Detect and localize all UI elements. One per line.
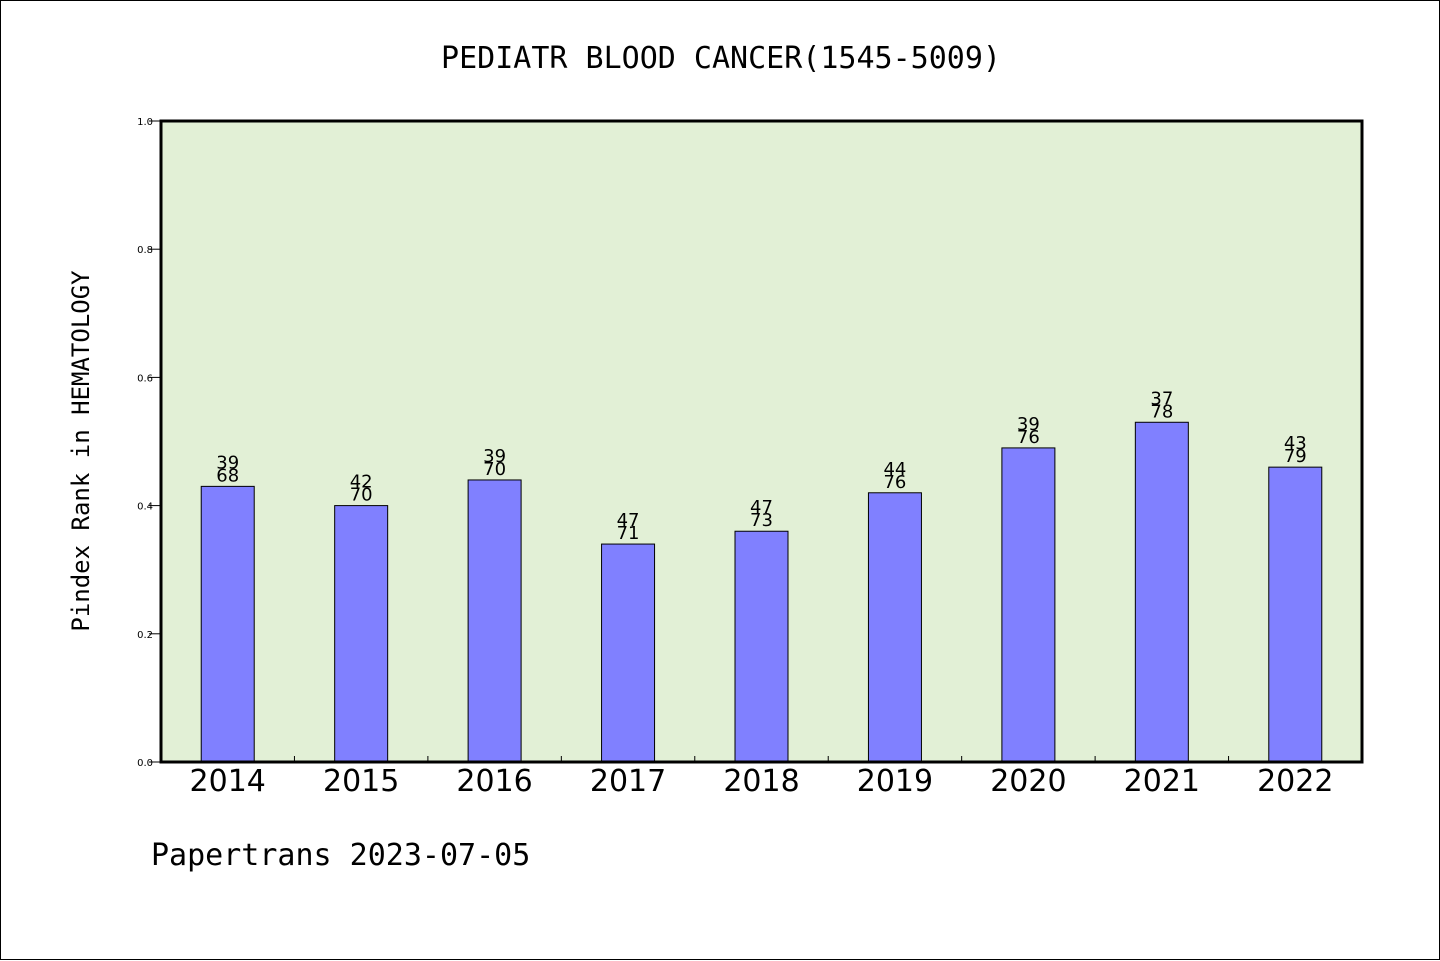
bar-2016 — [467, 479, 522, 763]
bar-label-top: 39 — [483, 446, 506, 467]
bar-2021 — [1134, 421, 1189, 763]
bar-2015 — [334, 505, 389, 763]
x-tick-label: 2016 — [456, 764, 532, 799]
bar-2020 — [1001, 447, 1056, 763]
bar-label-top: 37 — [1150, 388, 1173, 409]
chart-title: PEDIATR BLOOD CANCER(1545-5009) — [441, 41, 1001, 76]
y-tick-label: 0.8 — [137, 245, 153, 256]
bar-label-top: 43 — [1284, 433, 1307, 454]
y-tick-label: 0.6 — [137, 373, 153, 384]
x-tick-label: 2022 — [1257, 764, 1333, 799]
y-tick-label: 0.0 — [137, 758, 153, 769]
bar-label-bottom: 76 — [1017, 427, 1040, 448]
bar-2019 — [867, 492, 922, 763]
bar-label-bottom: 70 — [483, 459, 506, 480]
bar-2022 — [1268, 466, 1323, 763]
bar-2014 — [200, 485, 255, 763]
bar-label-top: 42 — [350, 472, 373, 493]
y-tick-label: 1.0 — [137, 117, 153, 128]
bar-label-bottom: 73 — [750, 510, 773, 531]
x-tick-label: 2015 — [323, 764, 399, 799]
plot-frame — [159, 119, 1364, 764]
bar-label-top: 47 — [750, 497, 773, 518]
bar-label-bottom: 70 — [350, 485, 373, 506]
x-tick-label: 2018 — [723, 764, 799, 799]
x-axis-ticks: 2014 2015 2016 2017 2018 2019 2020 2021 2022 — [190, 756, 1333, 799]
y-tick-label: 0.4 — [137, 502, 153, 513]
bars — [200, 421, 1323, 763]
x-tick-label: 2017 — [590, 764, 666, 799]
bar-2017 — [601, 543, 656, 763]
y-axis-label: Pindex Rank in HEMATOLOGY — [67, 270, 95, 632]
bar-label-bottom: 79 — [1284, 446, 1307, 467]
bar-2018 — [734, 530, 789, 763]
y-axis-ticks: 0.0 0.2 0.4 0.6 0.8 1.0 — [137, 117, 161, 769]
bar-label-bottom: 78 — [1150, 401, 1173, 422]
y-tick-label: 0.2 — [137, 630, 153, 641]
x-tick-label: 2021 — [1124, 764, 1200, 799]
bar-label-top: 39 — [1017, 414, 1040, 435]
x-tick-label: 2019 — [857, 764, 933, 799]
x-tick-label: 2014 — [190, 764, 266, 799]
bar-label-top: 47 — [617, 510, 640, 531]
bar-label-top: 39 — [216, 452, 239, 473]
footer-credit: Papertrans 2023-07-05 — [151, 838, 530, 873]
bar-label-top: 44 — [883, 459, 906, 480]
x-tick-label: 2020 — [990, 764, 1066, 799]
bar-label-bottom: 71 — [617, 523, 640, 544]
bar-label-bottom: 76 — [883, 472, 906, 493]
bar-label-bottom: 68 — [216, 465, 239, 486]
